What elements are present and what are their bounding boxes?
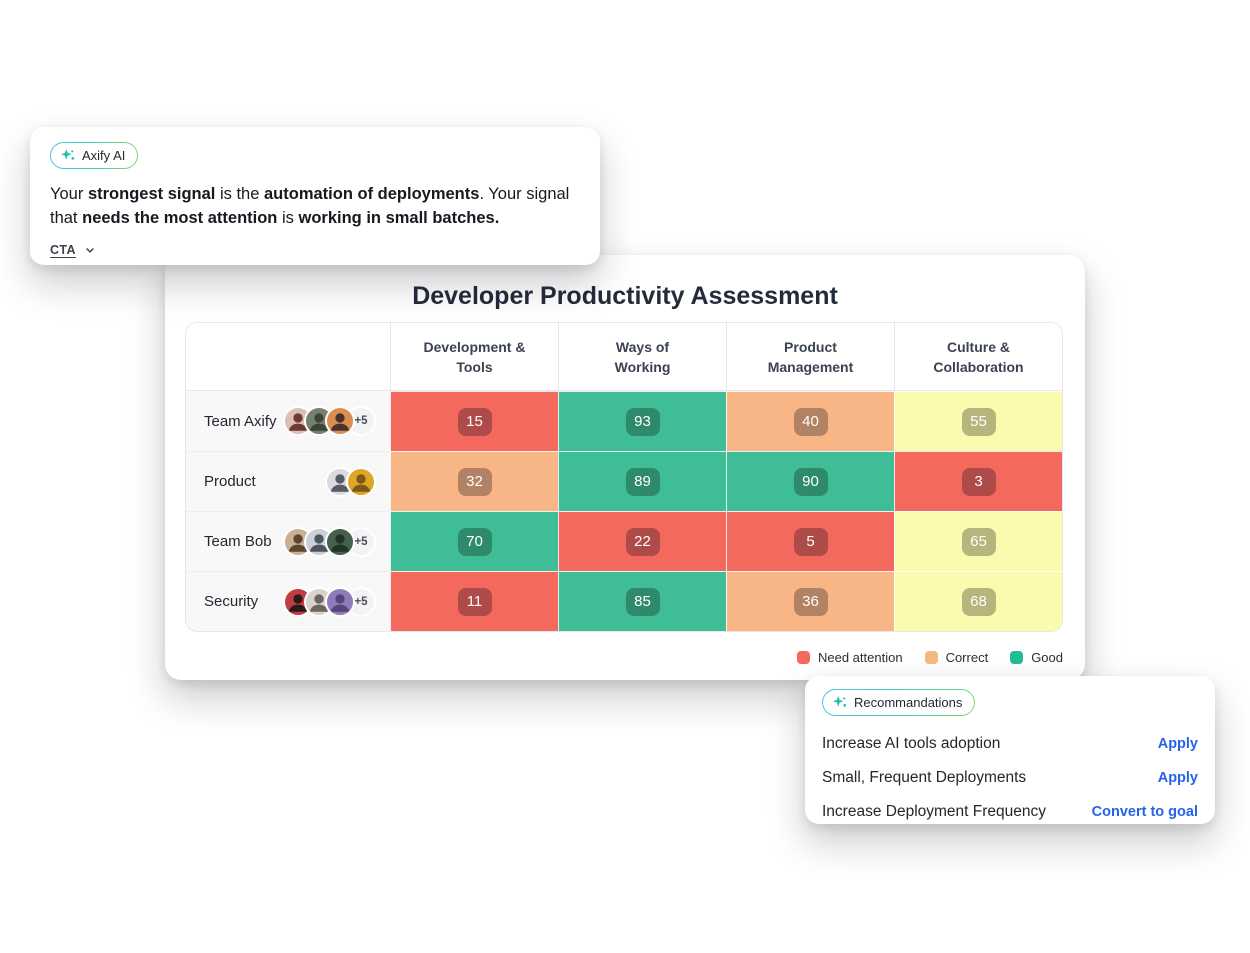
heatmap-cell-team-axify-col4[interactable]: 55 <box>894 391 1062 451</box>
assessment-card: Developer Productivity Assessment Develo… <box>165 255 1085 680</box>
heatmap-cell-security-col4[interactable]: 68 <box>894 571 1062 631</box>
heatmap-cell-team-bob-col3[interactable]: 5 <box>726 511 894 571</box>
apply-button[interactable]: Apply <box>1157 770 1198 786</box>
heatmap-cell-security-col3[interactable]: 36 <box>726 571 894 631</box>
heatmap-cell-product-col2[interactable]: 89 <box>558 451 726 511</box>
recommendation-row: Increase AI tools adoption Apply <box>822 727 1198 761</box>
score-badge: 15 <box>457 407 492 436</box>
heatmap-cell-team-axify-col1[interactable]: 15 <box>390 391 558 451</box>
score-badge: 68 <box>961 587 996 616</box>
recommendations-badge: Recommandations <box>822 689 975 716</box>
heatmap-cell-product-col1[interactable]: 32 <box>390 451 558 511</box>
cta-link[interactable]: CTA <box>50 243 76 257</box>
team-row-header: Product <box>186 451 390 511</box>
team-name: Team Bob <box>204 533 272 550</box>
avatar <box>325 526 355 557</box>
avatar-group <box>325 466 376 497</box>
score-badge: 90 <box>793 467 828 496</box>
team-row-header: Team Bob +5 <box>186 511 390 571</box>
score-badge: 93 <box>625 407 660 436</box>
legend: Need attention Correct Good <box>796 650 1063 665</box>
score-badge: 55 <box>961 407 996 436</box>
ai-insight-text: Your strongest signal is the automation … <box>50 185 570 227</box>
column-header-3: Product Management <box>726 323 894 391</box>
score-badge: 40 <box>793 407 828 436</box>
legend-label: Good <box>1031 650 1063 665</box>
legend-swatch <box>796 651 810 664</box>
avatar-group: +5 <box>283 586 376 617</box>
score-badge: 22 <box>625 527 660 556</box>
heatmap-cell-team-axify-col3[interactable]: 40 <box>726 391 894 451</box>
score-badge: 85 <box>625 587 660 616</box>
recommendation-title: Increase Deployment Frequency <box>822 803 1047 820</box>
heatmap-cell-team-bob-col4[interactable]: 65 <box>894 511 1062 571</box>
column-header-4: Culture & Collaboration <box>894 323 1062 391</box>
sparkle-icon <box>60 148 75 160</box>
heatmap-cell-product-col4[interactable]: 3 <box>894 451 1062 511</box>
legend-item-1: Need attention <box>796 650 903 665</box>
legend-label: Correct <box>945 650 989 665</box>
recommendation-row: Increase Deployment Frequency Convert to … <box>822 795 1198 829</box>
recommendations-card: Recommandations Increase AI tools adopti… <box>805 676 1215 824</box>
legend-swatch <box>1010 651 1024 664</box>
convert-to-goal-button[interactable]: Convert to goal <box>1091 804 1198 820</box>
heatmap-cell-security-col2[interactable]: 85 <box>558 571 726 631</box>
table-corner-cell <box>186 323 390 391</box>
column-header-1: Development & Tools <box>390 323 558 391</box>
score-badge: 89 <box>625 467 660 496</box>
score-badge: 65 <box>961 527 996 556</box>
avatar <box>346 466 376 497</box>
team-name: Security <box>204 593 259 610</box>
avatar <box>325 586 355 617</box>
team-name: Product <box>204 473 256 490</box>
recommendations-badge-label: Recommandations <box>854 695 963 710</box>
recommendation-title: Increase AI tools adoption <box>822 735 1001 752</box>
chevron-down-icon[interactable] <box>84 244 96 256</box>
recommendation-row: Small, Frequent Deployments Apply <box>822 761 1198 795</box>
heatmap-cell-team-bob-col2[interactable]: 22 <box>558 511 726 571</box>
heatmap-cell-team-bob-col1[interactable]: 70 <box>390 511 558 571</box>
score-badge: 36 <box>793 587 828 616</box>
sparkle-icon <box>832 695 847 707</box>
score-badge: 11 <box>457 587 492 616</box>
axify-ai-card: Axify AI Your strongest signal is the au… <box>30 127 600 265</box>
score-badge: 70 <box>457 527 492 556</box>
avatar-group: +5 <box>283 406 376 436</box>
legend-item-2: Correct <box>924 650 989 665</box>
team-row-header: Team Axify +5 <box>186 391 390 451</box>
heatmap-cell-team-axify-col2[interactable]: 93 <box>558 391 726 451</box>
column-header-2: Ways of Working <box>558 323 726 391</box>
avatar-group: +5 <box>283 526 376 557</box>
score-badge: 32 <box>457 467 492 496</box>
apply-button[interactable]: Apply <box>1157 736 1198 752</box>
score-badge: 5 <box>793 527 828 556</box>
score-badge: 3 <box>961 467 996 496</box>
heatmap-cell-security-col1[interactable]: 11 <box>390 571 558 631</box>
legend-item-3: Good <box>1010 650 1063 665</box>
heatmap-cell-product-col3[interactable]: 90 <box>726 451 894 511</box>
axify-ai-badge: Axify AI <box>50 142 138 169</box>
page-title: Developer Productivity Assessment <box>412 282 838 310</box>
axify-ai-badge-label: Axify AI <box>82 148 126 163</box>
assessment-table: Development & Tools Ways of Working Product M… <box>185 322 1063 632</box>
team-name: Team Axify <box>204 412 277 430</box>
avatar <box>325 406 355 436</box>
legend-swatch <box>924 651 938 664</box>
recommendation-title: Small, Frequent Deployments <box>822 769 1027 786</box>
team-row-header: Security +5 <box>186 571 390 631</box>
legend-label: Need attention <box>817 650 903 665</box>
